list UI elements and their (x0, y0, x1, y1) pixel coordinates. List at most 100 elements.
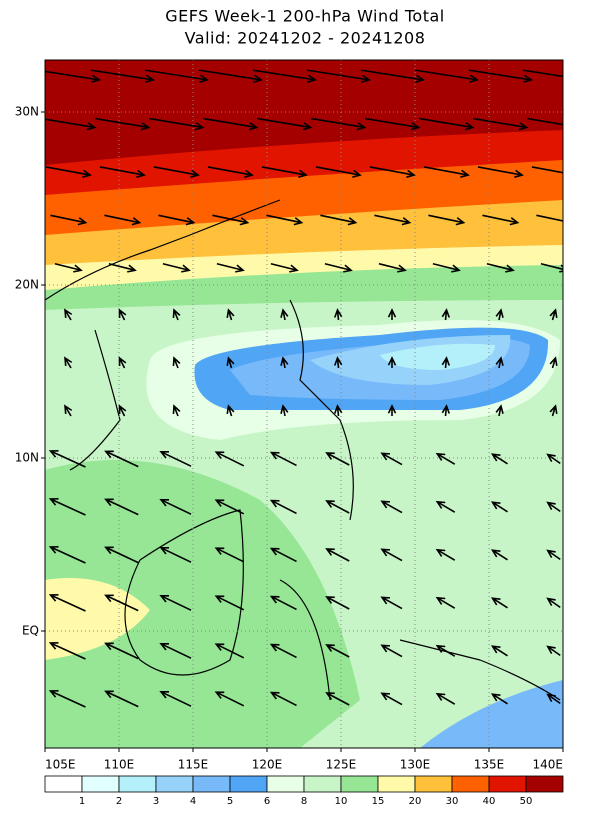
wind-arrow (216, 262, 245, 273)
wind-arrow (269, 595, 297, 611)
wind-arrow (207, 166, 254, 178)
wind-arrow (527, 117, 563, 126)
wind-arrow (118, 404, 127, 417)
wind-arrow (48, 450, 86, 468)
wind-arrow (380, 596, 403, 610)
lon-label: 115E (178, 758, 209, 772)
wind-arrow (378, 262, 407, 273)
wind-arrow (325, 596, 350, 610)
wind-arrow (108, 262, 137, 273)
colorbar-box (451, 775, 490, 793)
wind-arrow (334, 308, 343, 321)
wind-arrow (360, 69, 425, 83)
wind-vectors (45, 69, 563, 708)
lat-label: 10N (15, 451, 39, 465)
wind-arrow (280, 404, 289, 417)
wind-arrow (226, 308, 235, 321)
wind-arrow (435, 452, 456, 465)
lon-label: 125E (326, 758, 357, 772)
wind-arrow (419, 117, 475, 131)
wind-arrow (549, 404, 558, 417)
wind-arrow (172, 308, 181, 321)
wind-arrow (90, 69, 155, 83)
wind-arrow (546, 549, 561, 561)
wind-arrow (522, 69, 563, 78)
coastline (45, 199, 561, 701)
wind-arrow (380, 644, 403, 658)
shade (380, 343, 495, 370)
wind-arrow (280, 308, 289, 321)
lon-label: 120E (252, 758, 283, 772)
lon-label: 140E (533, 758, 564, 772)
wind-arrow (482, 214, 520, 226)
shade (45, 60, 563, 165)
wind-arrow (490, 453, 508, 465)
wind-arrow (144, 69, 209, 83)
wind-arrow (441, 356, 450, 369)
wind-arrow (252, 69, 317, 83)
wind-arrow (214, 643, 245, 659)
colorbar-box (377, 775, 416, 793)
wind-arrow (226, 404, 235, 417)
wind-arrow (99, 166, 146, 178)
wind-arrow (374, 214, 412, 226)
wind-arrow (64, 404, 73, 417)
wind-arrow (45, 166, 92, 178)
lat-label: EQ (22, 624, 39, 638)
wind-arrow (495, 308, 504, 321)
wind-arrow (325, 548, 350, 562)
colorbar-box (118, 775, 157, 793)
wind-arrow (48, 498, 86, 516)
wind-arrow (495, 356, 504, 369)
colorbar-label: 4 (190, 796, 196, 807)
wind-arrow (257, 117, 313, 131)
wind-arrow (546, 501, 561, 513)
colorbar-label: 30 (446, 796, 459, 807)
colorbar-label: 5 (227, 796, 233, 807)
wind-arrow (104, 594, 139, 612)
wind-arrow (549, 308, 558, 321)
wind-arrow (270, 262, 299, 273)
wind-arrow (269, 547, 297, 563)
wind-arrow (435, 644, 456, 657)
wind-arrow (435, 548, 456, 561)
wind-arrow (214, 691, 245, 707)
wind-arrow (153, 166, 200, 178)
wind-arrow (104, 214, 142, 226)
wind-arrow (226, 356, 235, 369)
wind-arrow (159, 594, 192, 611)
wind-arrow (320, 214, 358, 226)
wind-arrow (104, 690, 139, 708)
colorbar-label: 15 (372, 796, 385, 807)
axes: 30N 20N 10N EQ 105E 110E 115E 120E 125E 130E 135E 1… (15, 105, 564, 772)
map-frame (44, 59, 564, 749)
wind-arrow (380, 452, 403, 466)
wind-arrow (198, 69, 263, 83)
wind-arrow (48, 546, 86, 564)
wind-arrow (214, 451, 245, 467)
wind-arrow (48, 594, 86, 612)
wind-arrow (48, 642, 86, 660)
wind-arrow (306, 69, 371, 83)
wind-arrow (387, 356, 397, 368)
wind-arrow (441, 404, 450, 417)
wind-arrow (104, 546, 139, 564)
lat-label: 20N (15, 278, 39, 292)
wind-arrow (477, 166, 524, 178)
lon-label: 135E (474, 758, 505, 772)
wind-arrow (325, 644, 350, 658)
wind-arrow (159, 642, 192, 659)
wind-arrow (95, 117, 151, 131)
wind-arrow (486, 262, 515, 273)
wind-arrow (158, 214, 196, 226)
wind-arrow (54, 262, 83, 273)
wind-arrow (369, 166, 416, 178)
wind-arrow (159, 690, 192, 707)
colorbar-box (229, 775, 268, 793)
wind-arrow (546, 645, 561, 657)
wind-arrow (64, 308, 73, 321)
wind-arrow (172, 404, 181, 417)
wind-arrow (45, 118, 97, 131)
wind-arrow (261, 166, 308, 178)
